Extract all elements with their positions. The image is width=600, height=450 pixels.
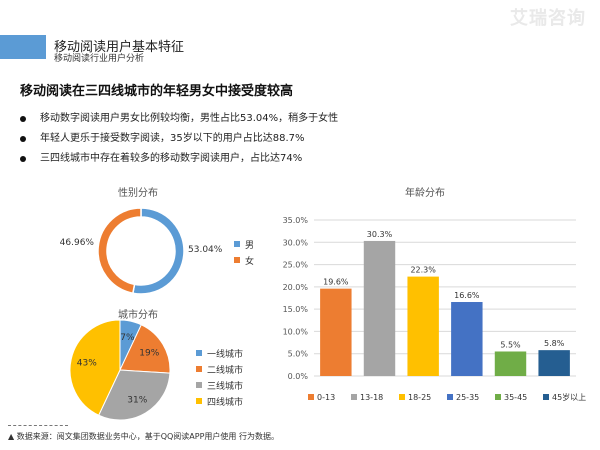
age-bar-chart: 0.0% 5.0% 10.0% 15.0% 20.0% 25.0% 30.0% 35.0% 19…: [283, 216, 587, 402]
legend-label-age: 45岁以上: [552, 392, 586, 402]
y-tick-label: 35.0%: [283, 216, 309, 225]
gender-donut-chart: 53.04% 46.96%: [60, 207, 223, 295]
footer-divider: [8, 425, 68, 426]
legend-label-tier2: 二线城市: [207, 365, 244, 376]
city-pie-chart: 7% 19% 31% 43%: [69, 319, 171, 421]
watermark-logo: 艾瑞咨询: [510, 8, 586, 29]
y-tick-label: 20.0%: [283, 283, 309, 292]
gender-label-male: 53.04%: [188, 245, 223, 255]
bar-0-13: [320, 288, 352, 376]
y-tick-label: 5.0%: [288, 350, 309, 359]
legend-swatch-male: [234, 241, 240, 247]
city-label-tier4: 43%: [77, 359, 97, 369]
legend-swatch-age: [495, 394, 501, 400]
legend-label-tier4: 四线城市: [207, 397, 244, 408]
legend-swatch-age: [447, 394, 453, 400]
legend-label-age: 25-35: [456, 393, 479, 402]
header-accent-bar: [0, 35, 46, 59]
legend-item-tier4: 四线城市: [196, 393, 243, 409]
page-title: 移动阅读用户基本特征: [54, 40, 185, 55]
footer-source-text: 数据来源：阅文集团数据业务中心，基于QQ阅读APP用户使用 行为数据。: [16, 432, 279, 441]
y-tick-label: 25.0%: [283, 261, 309, 270]
bar-35-45: [494, 351, 527, 376]
legend-label-age: 13-18: [360, 393, 383, 402]
city-chart-title: 城市分布: [118, 310, 158, 321]
bar-value-label: 5.8%: [544, 339, 565, 348]
y-tick-label: 30.0%: [283, 238, 309, 247]
legend-swatch-tier2: [196, 366, 202, 372]
bar-18-25: [407, 276, 439, 376]
triangle-icon: ▲: [8, 432, 17, 441]
y-tick-label: 0.0%: [288, 372, 309, 381]
legend-item-male: 男: [234, 236, 254, 252]
bullet-item-age: 年轻人更乐于接受数字阅读，35岁以下的用户占比达88.7%: [16, 132, 338, 150]
gender-chart-title: 性别分布: [118, 188, 158, 199]
gender-legend: 男 女: [234, 236, 254, 268]
legend-label-tier1: 一线城市: [207, 349, 244, 360]
legend-swatch-female: [234, 257, 240, 263]
legend-swatch-age: [308, 394, 314, 400]
city-label-tier1: 7%: [120, 333, 135, 343]
legend-label-age: 35-45: [504, 393, 527, 402]
footer-source: ▲ 数据来源：阅文集团数据业务中心，基于QQ阅读APP用户使用 行为数据。: [8, 431, 279, 442]
legend-item-tier1: 一线城市: [196, 345, 243, 361]
city-label-tier3: 31%: [127, 395, 147, 405]
legend-item-tier3: 三线城市: [196, 377, 243, 393]
bar-13-18: [363, 240, 396, 376]
headline: 移动阅读在三四线城市的年轻男女中接受度较高: [20, 84, 294, 99]
age-chart-title: 年龄分布: [405, 188, 445, 199]
bullet-item-gender: 移动数字阅读用户男女比例较均衡，男性占比53.04%，稍多于女性: [16, 112, 338, 130]
legend-swatch-age: [351, 394, 357, 400]
legend-label-tier3: 三线城市: [207, 381, 244, 392]
bar-value-label: 19.6%: [323, 278, 349, 287]
city-slice-tier2: [119, 324, 171, 374]
gender-slice-female: [97, 207, 142, 295]
bar-value-label: 22.3%: [410, 266, 436, 275]
city-slice-tier3: [98, 369, 171, 421]
gender-slice-male: [131, 207, 185, 295]
legend-swatch-age: [543, 394, 549, 400]
page-subtitle: 移动阅读行业用户分析: [54, 54, 145, 64]
bar-value-label: 30.3%: [367, 230, 393, 239]
legend-item-female: 女: [234, 252, 254, 268]
city-label-tier2: 19%: [139, 349, 159, 359]
legend-label-female: 女: [245, 256, 255, 267]
legend-swatch-tier4: [196, 398, 202, 404]
legend-swatch-age: [399, 394, 405, 400]
legend-swatch-tier1: [196, 350, 202, 356]
bar-value-label: 16.6%: [454, 291, 480, 300]
bar-45岁以上: [538, 350, 570, 376]
bullet-list: 移动数字阅读用户男女比例较均衡，男性占比53.04%，稍多于女性 年轻人更乐于接…: [16, 112, 338, 172]
bullet-item-city: 三四线城市中存在着较多的移动数字阅读用户，占比达74%: [16, 152, 338, 170]
legend-label-age: 0-13: [317, 393, 335, 402]
legend-label-age: 18-25: [408, 393, 431, 402]
y-tick-label: 15.0%: [283, 305, 309, 314]
y-tick-label: 10.0%: [283, 327, 309, 336]
bar-25-35: [451, 302, 483, 376]
city-slice-tier4: [69, 319, 121, 416]
gender-label-female: 46.96%: [60, 238, 95, 248]
legend-swatch-tier3: [196, 382, 202, 388]
bar-value-label: 5.5%: [500, 340, 521, 349]
legend-item-tier2: 二线城市: [196, 361, 243, 377]
city-legend: 一线城市 二线城市 三线城市 四线城市: [196, 345, 243, 409]
legend-label-male: 男: [245, 240, 255, 251]
